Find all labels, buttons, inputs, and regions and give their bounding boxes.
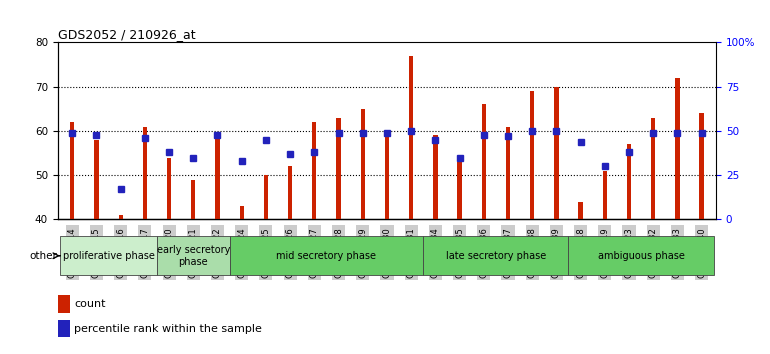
Bar — [530, 91, 534, 219]
Bar — [675, 78, 680, 219]
Bar — [216, 135, 219, 219]
Bar — [409, 56, 413, 219]
FancyBboxPatch shape — [157, 236, 229, 275]
Bar — [651, 118, 655, 219]
Bar — [239, 206, 244, 219]
Text: mid secretory phase: mid secretory phase — [276, 251, 377, 261]
Bar — [191, 179, 196, 219]
Bar — [360, 109, 365, 219]
Bar — [699, 113, 704, 219]
Bar — [506, 126, 510, 219]
Bar — [481, 104, 486, 219]
Text: other: other — [29, 251, 57, 261]
Bar — [70, 122, 75, 219]
Bar — [603, 171, 607, 219]
Bar — [554, 87, 558, 219]
Bar — [58, 320, 69, 337]
Bar — [58, 295, 69, 313]
FancyBboxPatch shape — [568, 236, 714, 275]
Bar — [336, 118, 340, 219]
FancyBboxPatch shape — [60, 236, 157, 275]
Text: proliferative phase: proliferative phase — [62, 251, 155, 261]
Bar — [142, 126, 147, 219]
Bar — [434, 135, 437, 219]
Text: GDS2052 / 210926_at: GDS2052 / 210926_at — [58, 28, 196, 41]
Bar — [457, 162, 462, 219]
Text: early secretory
phase: early secretory phase — [156, 245, 230, 267]
Text: ambiguous phase: ambiguous phase — [598, 251, 685, 261]
FancyBboxPatch shape — [424, 236, 568, 275]
Bar — [288, 166, 293, 219]
FancyBboxPatch shape — [229, 236, 424, 275]
Text: count: count — [74, 299, 105, 309]
Bar — [312, 122, 316, 219]
Bar — [627, 144, 631, 219]
Text: late secretory phase: late secretory phase — [446, 251, 546, 261]
Bar — [578, 202, 583, 219]
Text: percentile rank within the sample: percentile rank within the sample — [74, 324, 262, 334]
Bar — [167, 158, 171, 219]
Bar — [385, 131, 389, 219]
Bar — [264, 175, 268, 219]
Bar — [119, 215, 123, 219]
Bar — [94, 140, 99, 219]
